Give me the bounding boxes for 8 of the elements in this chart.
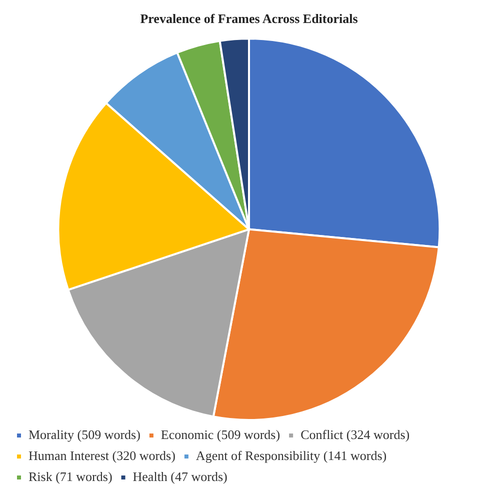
legend-label: Human Interest (320 words): [28, 448, 176, 463]
legend-label: Economic (509 words): [160, 426, 280, 442]
legend-label: Morality (509 words): [28, 426, 140, 442]
legend-label: Risk (71 words): [28, 468, 112, 484]
legend-label: Conflict (324 words): [300, 426, 410, 442]
chart-title: Prevalence of Frames Across Editorials: [140, 11, 358, 26]
legend-label: Agent of Responsibility (141 words): [196, 448, 387, 463]
legend-label: Health (47 words): [132, 468, 228, 484]
